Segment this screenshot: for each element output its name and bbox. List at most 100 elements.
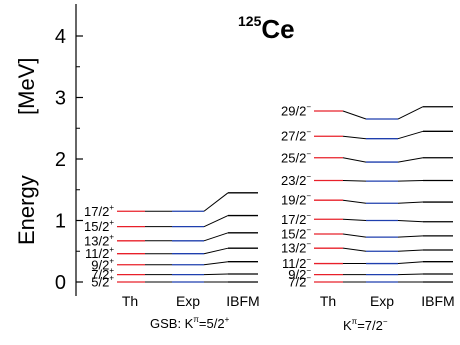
exp-ibfm-connector: [203, 273, 229, 276]
title-element: Ce: [261, 14, 294, 44]
bands: 5/2+7/2+9/2+11/2+13/2+15/2+17/2+Th Exp IBF…: [84, 103, 455, 333]
spin-parity: −: [306, 128, 311, 137]
spin-label: 15/2+: [84, 218, 114, 234]
spin-label: 9/2+: [91, 256, 114, 272]
spin-label: 13/2−: [281, 240, 311, 256]
spin-parity: −: [306, 149, 311, 158]
exp-ibfm-connector: [397, 106, 424, 120]
band-parity: −: [383, 317, 388, 326]
spin-value: 19/2: [281, 193, 306, 208]
spin-label: 7/2+: [91, 266, 114, 282]
exp-ibfm-connector: [397, 220, 424, 223]
spin-label: 29/2−: [281, 103, 311, 119]
band-parity: +: [225, 315, 230, 324]
band-pi: π: [193, 315, 199, 324]
spin-label: 19/2−: [281, 192, 311, 208]
chart-title: 125Ce: [238, 13, 295, 44]
level: 17/2−: [281, 211, 453, 227]
y-axis-title: Energy [MeV]: [14, 58, 39, 245]
spin-parity: −: [306, 226, 311, 235]
th-exp-connector: [342, 110, 367, 120]
spin-value: 11/2: [85, 246, 109, 261]
spin-label: 17/2+: [84, 203, 114, 219]
column-label: Exp: [176, 293, 200, 309]
spin-value: 23/2: [281, 173, 306, 188]
level: 29/2−: [281, 103, 453, 120]
th-exp-connector: [342, 233, 367, 238]
band-pi: π: [352, 317, 358, 326]
th-exp-connector: [342, 180, 367, 182]
spin-label: 13/2+: [84, 232, 114, 248]
level: 15/2−: [281, 226, 453, 242]
y-axis: 0 1 2 3 4: [55, 4, 83, 296]
th-exp-connector: [342, 135, 367, 140]
column-label: IBFM: [226, 293, 259, 309]
spin-value: 13/2: [281, 241, 306, 256]
y-tick-label: 1: [55, 211, 66, 233]
spin-value: 15/2: [281, 227, 306, 242]
th-exp-connector: [342, 199, 367, 204]
level: 25/2−: [281, 149, 453, 165]
spin-label: 15/2−: [281, 226, 311, 242]
level: 13/2+: [84, 232, 258, 248]
exp-ibfm-connector: [203, 232, 229, 242]
spin-label: 23/2−: [281, 172, 311, 188]
level: 7/2−: [288, 274, 453, 290]
band-name: GSB: K: [150, 316, 194, 331]
th-exp-connector: [342, 218, 367, 221]
spin-label: 17/2−: [281, 211, 311, 227]
exp-ibfm-connector: [203, 247, 229, 255]
level: 13/2−: [281, 240, 453, 256]
level: 11/2+: [85, 245, 258, 261]
exp-ibfm-connector: [397, 235, 424, 238]
spin-parity: +: [109, 203, 114, 212]
exp-ibfm-connector: [397, 157, 424, 163]
exp-ibfm-connector: [397, 273, 424, 276]
spin-label: 5/2+: [91, 274, 114, 290]
spin-value: 9/2: [91, 257, 109, 272]
band-2: 7/2−9/2−11/2−13/2−15/2−17/2−19/2−23/2−25…: [281, 103, 455, 333]
spin-label: 25/2−: [281, 149, 311, 165]
exp-ibfm-connector: [203, 215, 229, 228]
level: 19/2−: [281, 192, 453, 208]
spin-value: 13/2: [84, 233, 109, 248]
exp-ibfm-connector: [203, 192, 229, 212]
spin-value: 9/2: [288, 267, 306, 282]
th-exp-connector: [342, 157, 367, 163]
column-label: Th: [122, 293, 138, 309]
spin-label: 7/2−: [288, 274, 311, 290]
exp-ibfm-connector: [397, 261, 424, 265]
spin-value: 15/2: [84, 219, 109, 234]
spin-label: 11/2+: [85, 245, 114, 261]
level: 9/2+: [91, 256, 258, 272]
exp-ibfm-connector: [397, 180, 424, 182]
y-tick-label: 0: [55, 272, 66, 294]
spin-parity: +: [109, 218, 114, 227]
level: 9/2−: [288, 266, 453, 282]
level: 7/2+: [91, 266, 258, 282]
spin-value: 27/2: [281, 129, 306, 144]
spin-parity: −: [306, 240, 311, 249]
exp-ibfm-connector: [397, 249, 424, 252]
exp-ibfm-connector: [203, 261, 229, 266]
spin-parity: +: [109, 274, 114, 283]
spin-parity: +: [109, 245, 114, 254]
spin-value: 17/2: [281, 212, 306, 227]
band-1: 5/2+7/2+9/2+11/2+13/2+15/2+17/2+Th Exp IBF…: [84, 192, 260, 331]
spin-value: 5/2: [91, 275, 109, 290]
spin-parity: −: [306, 103, 311, 112]
column-label: Th: [320, 293, 336, 309]
y-tick-label: 4: [55, 26, 66, 48]
level: 5/2+: [91, 274, 258, 290]
title-mass: 125: [238, 13, 262, 29]
band-value: =7/2: [357, 318, 383, 333]
spin-label: 11/2−: [282, 255, 311, 271]
spin-parity: −: [306, 274, 311, 283]
level: 17/2+: [84, 192, 258, 219]
y-axis-label: Energy: [14, 175, 39, 245]
spin-parity: +: [109, 266, 114, 275]
spin-parity: −: [306, 172, 311, 181]
column-label: IBFM: [421, 293, 454, 309]
spin-value: 7/2: [288, 275, 306, 290]
